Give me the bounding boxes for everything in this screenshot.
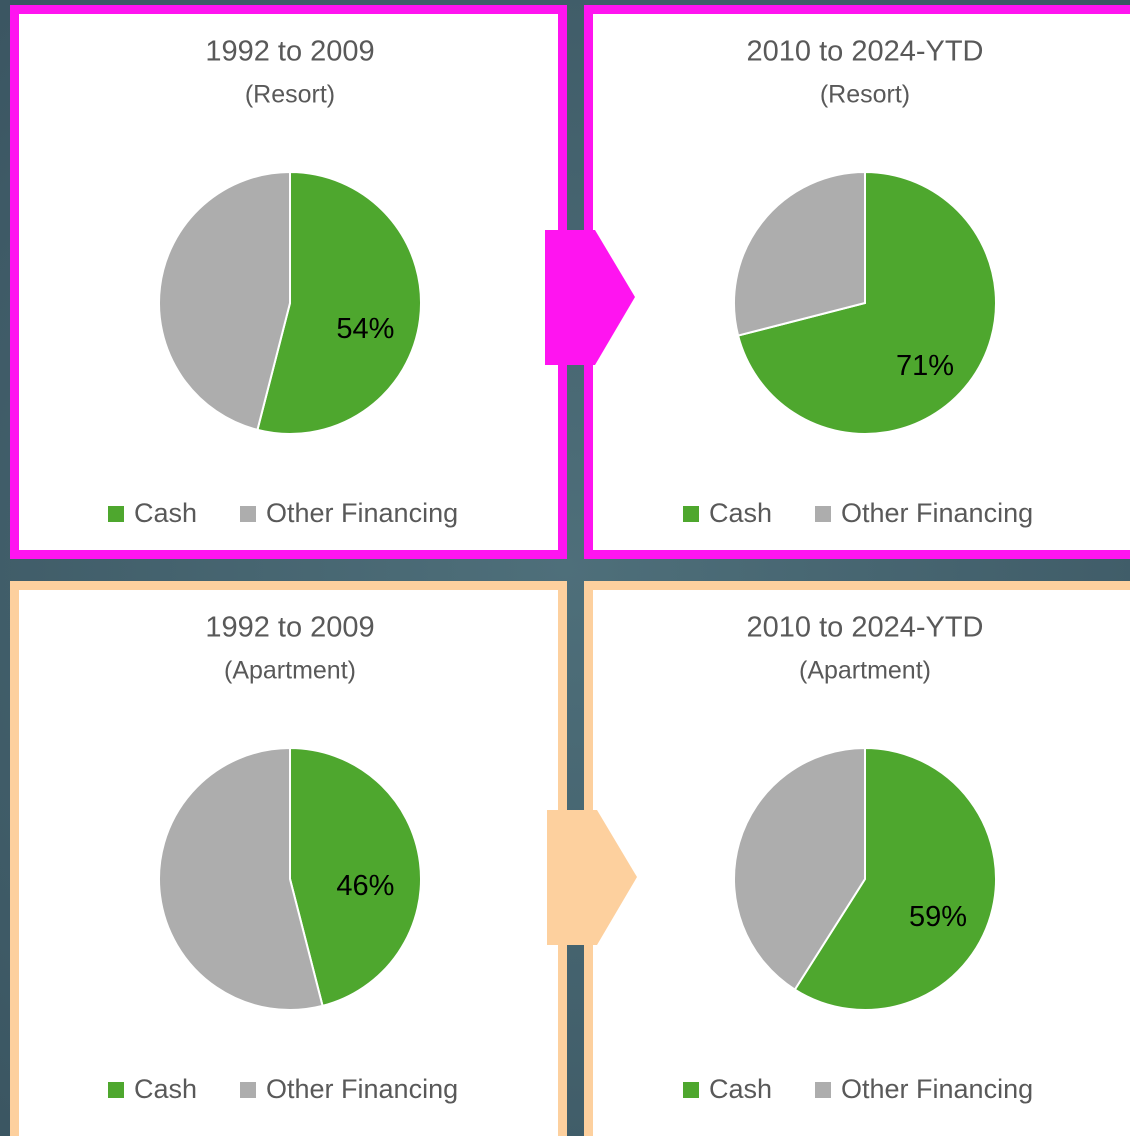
- legend-swatch: [815, 506, 831, 522]
- legend-label: Cash: [709, 1074, 772, 1104]
- chart-subtitle: (Resort): [820, 81, 910, 109]
- pie-slice: [158, 170, 291, 432]
- legend-label: Cash: [134, 498, 197, 528]
- legend-swatch: [683, 506, 699, 522]
- legend-label: Cash: [134, 1074, 197, 1104]
- chart-title: 1992 to 2009: [205, 36, 374, 68]
- chart-subtitle: (Apartment): [799, 657, 931, 685]
- data-label: 46%: [336, 870, 394, 902]
- arrow: [545, 230, 635, 365]
- legend-label: Other Financing: [841, 1074, 1033, 1104]
- data-label: 54%: [336, 313, 394, 345]
- chart-subtitle: (Apartment): [224, 657, 356, 685]
- legend-swatch: [240, 506, 256, 522]
- pie-slice: [793, 746, 997, 1011]
- chart-title: 1992 to 2009: [205, 612, 374, 644]
- legend-swatch: [240, 1082, 256, 1098]
- legend-swatch: [815, 1082, 831, 1098]
- chart-subtitle: (Resort): [245, 81, 335, 109]
- legend-swatch: [108, 506, 124, 522]
- legend-label: Other Financing: [841, 498, 1033, 528]
- pie-slice: [158, 746, 324, 1011]
- chart-title: 2010 to 2024-YTD: [747, 612, 984, 644]
- legend-label: Other Financing: [266, 498, 458, 528]
- arrow: [547, 810, 637, 945]
- pie-slice: [733, 170, 866, 337]
- pie-slice: [733, 746, 866, 991]
- legend-label: Other Financing: [266, 1074, 458, 1104]
- data-label: 71%: [896, 350, 954, 382]
- pie-slice: [736, 170, 997, 435]
- chart-title: 2010 to 2024-YTD: [747, 36, 984, 68]
- data-label: 59%: [909, 901, 967, 933]
- legend-label: Cash: [709, 498, 772, 528]
- pie-slice: [256, 170, 422, 435]
- pie-slice: [289, 746, 422, 1008]
- legend-swatch: [683, 1082, 699, 1098]
- legend-swatch: [108, 1082, 124, 1098]
